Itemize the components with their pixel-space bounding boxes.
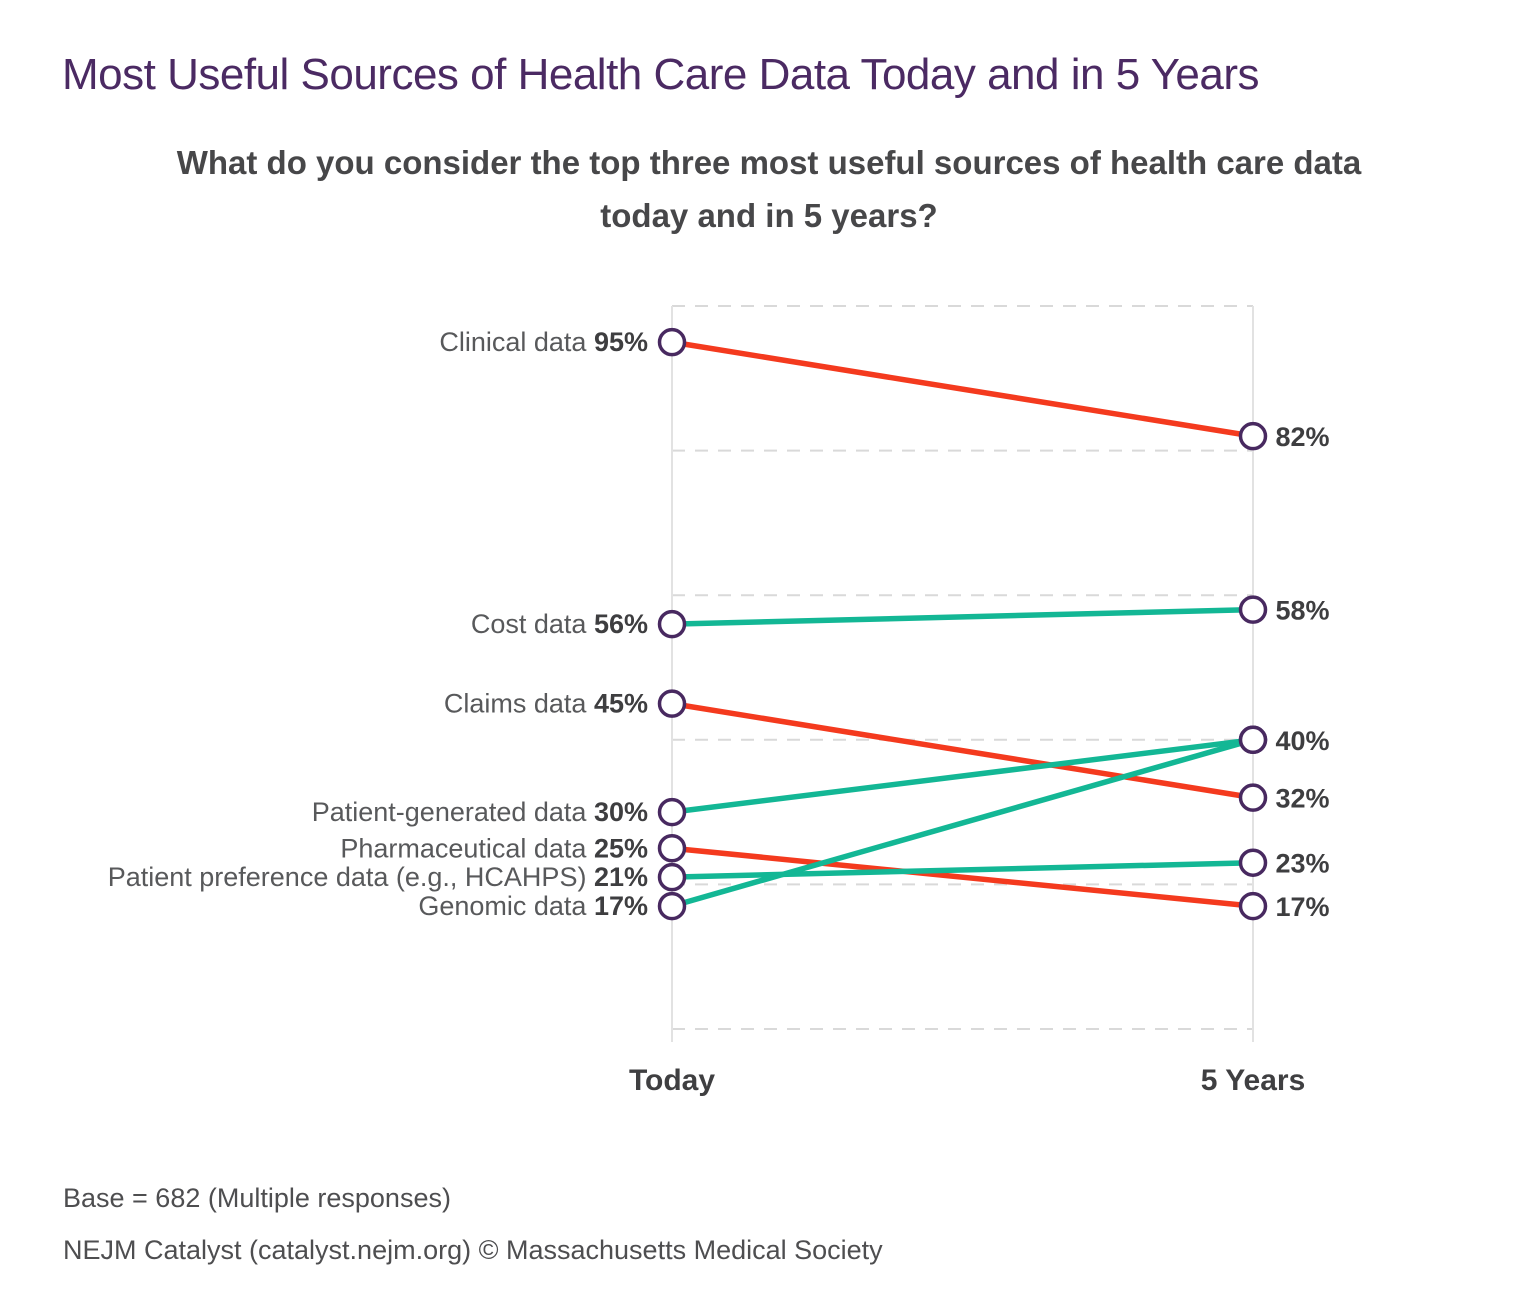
marker-5-years-cost-data [1238,595,1268,624]
slope-line-claims-data [671,700,1254,801]
slope-line-genomic-data [671,737,1254,909]
marker-today-patient-preference-data-e-g-hcahps [657,862,687,892]
row-label-cost-data: Cost data 56% [471,609,648,639]
end-value-82: 82% [1276,422,1330,452]
row-label-patient-generated-data: Patient-generated data 30% [312,797,648,827]
marker-today-clinical-data [657,327,687,357]
slope-line-patient-generated-data [671,737,1254,815]
x-axis-label-5-years: 5 Years [1201,1064,1306,1097]
page-title: Most Useful Sources of Health Care Data … [62,50,1260,99]
marker-5-years-claims-data [1238,783,1268,812]
base-note: Base = 682 (Multiple responses) [63,1183,451,1213]
marker-today-claims-data [657,689,687,718]
marker-5-years-clinical-data [1238,421,1268,451]
row-label-pharmaceutical-data: Pharmaceutical data 25% [340,833,648,863]
marker-today-patient-generated-data [657,797,687,827]
row-label-genomic-data: Genomic data 17% [418,891,648,921]
x-axis-label-today: Today [629,1064,715,1097]
survey-question-line2: today and in 5 years? [600,196,938,234]
survey-question: What do you consider the top three most … [0,137,1538,243]
source-attribution: NEJM Catalyst (catalyst.nejm.org) © Mass… [63,1235,883,1265]
marker-5-years-pharmaceutical-data [1238,891,1268,921]
slope-line-pharmaceutical-data [671,845,1254,909]
row-label-claims-data: Claims data 45% [444,689,648,719]
slope-chart: Today 5 Years Clinical data 95% Cost data 5… [108,305,1330,1097]
end-value-23: 23% [1276,849,1330,879]
survey-question-line1: What do you consider the top three most … [176,144,1362,181]
row-label-patient-preference-data-e-g-hcahps: Patient preference data (e.g., HCAHPS) 2… [108,862,648,892]
slope-line-cost-data [671,606,1254,627]
marker-today-cost-data [657,609,687,639]
marker-today-pharmaceutical-data [657,834,687,863]
end-value-40: 40% [1276,726,1330,756]
slope-line-clinical-data [671,339,1254,439]
slope-line-patient-preference-data-e-g-hcahps [671,859,1254,880]
marker-5-years-patient-preference-data-e-g-hcahps [1238,848,1268,877]
end-value-58: 58% [1276,596,1330,626]
marker-today-genomic-data [657,891,687,921]
end-value-32: 32% [1276,784,1330,814]
marker-5-years-genomic-data [1238,725,1268,755]
row-label-clinical-data: Clinical data 95% [439,327,648,357]
end-value-17: 17% [1276,892,1330,922]
